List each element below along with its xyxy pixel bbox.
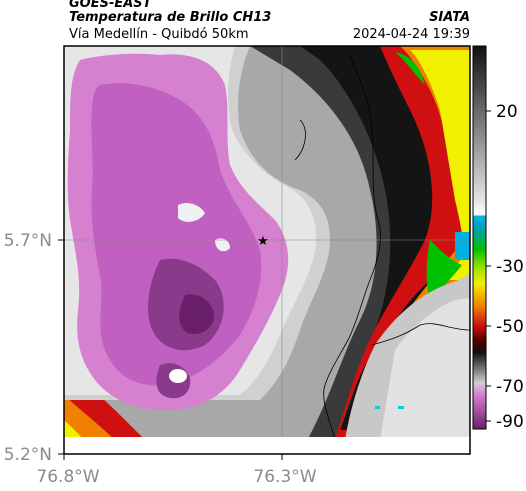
colorbar [472,45,487,430]
region-subtitle: Vía Medellín - Quibdó 50km [69,27,249,42]
colorbar-tick-20: 20 [496,102,518,122]
lat-tick-5.7: 5.7°N [4,231,52,251]
agency-label: SIATA [429,10,470,25]
colorbar-tick-minus50: -50 [496,317,524,337]
lon-tick-76.3: 76.3°W [253,467,316,487]
colorbar-tick-minus90: -90 [496,412,524,432]
colorbar-tick-minus70: -70 [496,377,524,397]
star-icon: ★ [257,234,269,249]
lon-tick-76.8: 76.8°W [36,467,99,487]
lat-tick-5.2: 5.2°N [4,445,52,465]
product-title: Temperatura de Brillo CH13 [69,10,272,25]
brightness-temperature-field [64,46,470,454]
datetime-label: 2024-04-24 19:39 [352,27,470,42]
colorbar-tick-minus30: -30 [496,257,524,277]
satellite-title: GOES-EAST [69,0,152,11]
map-border [63,45,471,455]
